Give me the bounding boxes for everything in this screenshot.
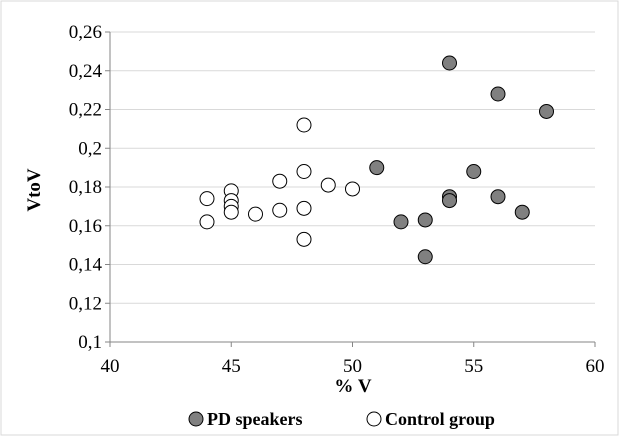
data-point [442, 193, 457, 209]
x-tick-label: 60 [586, 356, 605, 377]
data-points [199, 55, 554, 265]
data-point [369, 160, 385, 176]
data-point [442, 55, 457, 71]
series-control-group [199, 117, 360, 247]
data-point [296, 117, 312, 133]
y-tick-label: 0,2 [78, 138, 102, 159]
data-point [393, 214, 409, 230]
data-point [320, 177, 336, 193]
y-tick-label: 0,22 [69, 100, 102, 121]
data-point [345, 181, 360, 197]
data-point [466, 164, 482, 179]
x-axis-title: % V [334, 376, 371, 397]
data-point [296, 231, 312, 247]
data-point [417, 212, 433, 228]
y-tick-labels: 0,1 0,12 0,14 0,16 0,18 0,2 0,22 0,24 0,26 [69, 22, 103, 353]
x-tick-label: 55 [464, 356, 483, 377]
y-tick-label: 0,26 [69, 22, 102, 43]
axes [105, 31, 596, 347]
legend-label-control-group: Control group [385, 409, 495, 429]
gridlines [110, 31, 595, 304]
data-point [490, 86, 506, 102]
y-tick-label: 0,12 [69, 293, 102, 314]
data-point [248, 206, 263, 222]
x-tick-labels: 40 45 50 55 60 [101, 356, 605, 377]
data-point [272, 173, 288, 189]
y-tick-label: 0,14 [69, 255, 103, 276]
legend: PD speakers Control group [188, 409, 495, 429]
data-point [514, 204, 530, 220]
data-point [296, 200, 312, 216]
data-point [199, 214, 215, 230]
y-tick-label: 0,1 [78, 332, 102, 353]
legend-marker-control-group [366, 411, 382, 427]
data-point [272, 202, 288, 218]
series-pd-speakers [369, 55, 554, 265]
legend-label-pd-speakers: PD speakers [207, 409, 303, 429]
y-tick-label: 0,16 [69, 216, 102, 237]
y-axis-title: VtoV [24, 168, 45, 212]
data-point [490, 189, 506, 205]
data-point [539, 103, 554, 119]
data-point [223, 204, 239, 220]
x-tick-label: 45 [222, 356, 241, 377]
legend-marker-pd-speakers [188, 411, 204, 427]
y-tick-label: 0,24 [69, 61, 103, 82]
x-tick-label: 40 [101, 356, 120, 377]
data-point [199, 191, 215, 207]
x-tick-label: 50 [343, 356, 362, 377]
y-tick-label: 0,18 [69, 177, 102, 198]
data-point [417, 249, 433, 265]
data-point [296, 164, 312, 179]
